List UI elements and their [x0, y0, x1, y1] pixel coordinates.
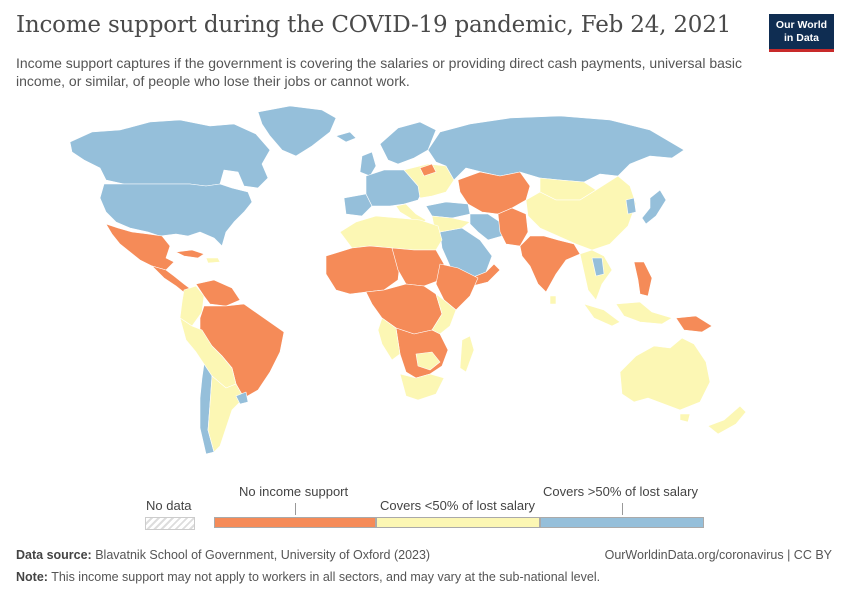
- region-sudan-chad[interactable]: [391, 247, 445, 287]
- legend-label-no-support: No income support: [239, 484, 349, 499]
- legend-label-under-50: Covers <50% of lost salary: [380, 498, 535, 513]
- region-india[interactable]: [519, 235, 581, 293]
- region-madagascar[interactable]: [459, 335, 475, 373]
- region-turkey[interactable]: [425, 201, 471, 219]
- region-china[interactable]: [525, 175, 637, 251]
- region-argentina[interactable]: [207, 375, 245, 453]
- region-venezuela-guianas[interactable]: [195, 279, 241, 307]
- region-tasmania[interactable]: [679, 413, 691, 423]
- region-new-zealand[interactable]: [707, 405, 747, 435]
- region-iceland[interactable]: [335, 131, 357, 143]
- region-japan[interactable]: [641, 189, 667, 225]
- legend-no-data-label: No data: [146, 498, 192, 513]
- region-kazakhstan-central-asia[interactable]: [457, 171, 531, 215]
- region-indonesia-east[interactable]: [615, 301, 673, 325]
- region-mexico[interactable]: [105, 223, 175, 271]
- legend-swatch-over-50[interactable]: [540, 517, 704, 528]
- chart-subtitle: Income support captures if the governmen…: [16, 55, 743, 89]
- region-iberia[interactable]: [343, 193, 373, 217]
- region-belarus[interactable]: [419, 163, 437, 177]
- region-scandinavia[interactable]: [379, 121, 437, 165]
- region-korea[interactable]: [625, 197, 637, 215]
- source-link[interactable]: OurWorldinData.org/coronavirus | CC BY: [604, 548, 832, 562]
- region-papua-new-guinea[interactable]: [675, 315, 713, 333]
- region-sri-lanka[interactable]: [549, 295, 557, 305]
- region-horn-of-africa[interactable]: [435, 263, 479, 311]
- note-text: This income support may not apply to wor…: [51, 570, 601, 584]
- region-uruguay[interactable]: [235, 391, 249, 405]
- region-uk-ireland[interactable]: [359, 151, 377, 177]
- region-eastern-europe[interactable]: [403, 163, 455, 199]
- region-caribbean[interactable]: [205, 257, 221, 264]
- legend-swatch-under-50[interactable]: [376, 517, 540, 528]
- region-cuba[interactable]: [175, 249, 205, 259]
- region-afghanistan-pakistan[interactable]: [497, 207, 529, 247]
- region-east-africa[interactable]: [431, 293, 457, 335]
- note-line: Note: This income support may not apply …: [16, 570, 600, 584]
- region-south-africa[interactable]: [399, 373, 445, 401]
- region-usa[interactable]: [99, 183, 253, 247]
- region-indonesia-west[interactable]: [583, 303, 621, 327]
- note-label: Note:: [16, 570, 48, 584]
- region-west-africa[interactable]: [325, 245, 401, 295]
- region-canada-alaska[interactable]: [69, 119, 271, 189]
- region-thailand[interactable]: [591, 257, 605, 277]
- region-australia[interactable]: [619, 337, 711, 411]
- region-colombia-ecuador[interactable]: [179, 285, 205, 327]
- legend-no-data-swatch[interactable]: [145, 517, 195, 530]
- legend-label-over-50: Covers >50% of lost salary: [543, 484, 698, 499]
- source-label: Data source:: [16, 548, 92, 562]
- region-north-africa[interactable]: [339, 215, 443, 251]
- legend-tick-over-50: [622, 503, 623, 515]
- owid-logo[interactable]: Our World in Data: [769, 14, 834, 52]
- chart-title: Income support during the COVID-19 pande…: [16, 12, 732, 38]
- source-line: Data source: Blavatnik School of Governm…: [16, 548, 430, 562]
- region-western-europe[interactable]: [365, 169, 425, 207]
- logo-line-1: Our World: [775, 19, 828, 31]
- legend-tick-no-support: [295, 503, 296, 515]
- region-botswana-zimbabwe[interactable]: [415, 351, 441, 371]
- legend-swatch-no-support[interactable]: [214, 517, 376, 528]
- region-russia[interactable]: [427, 115, 685, 183]
- region-angola-namibia[interactable]: [377, 317, 401, 361]
- region-iran[interactable]: [469, 213, 503, 241]
- region-greenland[interactable]: [257, 105, 337, 157]
- logo-line-2: in Data: [783, 32, 819, 44]
- region-central-africa[interactable]: [365, 283, 443, 335]
- source-text: Blavatnik School of Government, Universi…: [95, 548, 431, 562]
- region-philippines[interactable]: [633, 261, 653, 297]
